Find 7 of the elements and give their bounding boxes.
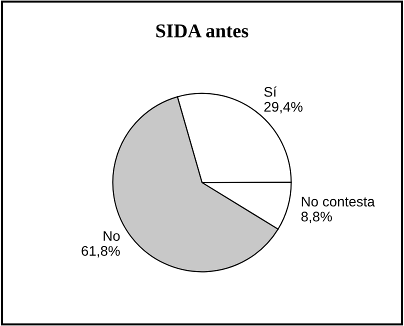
slice-label: No [104, 231, 120, 241]
chart-title: SIDA antes [156, 24, 248, 38]
slice-label: No contesta [302, 196, 375, 207]
data-label: 8,8% [301, 212, 332, 224]
data-label: 29,4% [264, 102, 303, 114]
data-label: 61,8% [82, 246, 120, 258]
slice-label: Sí [264, 86, 277, 97]
